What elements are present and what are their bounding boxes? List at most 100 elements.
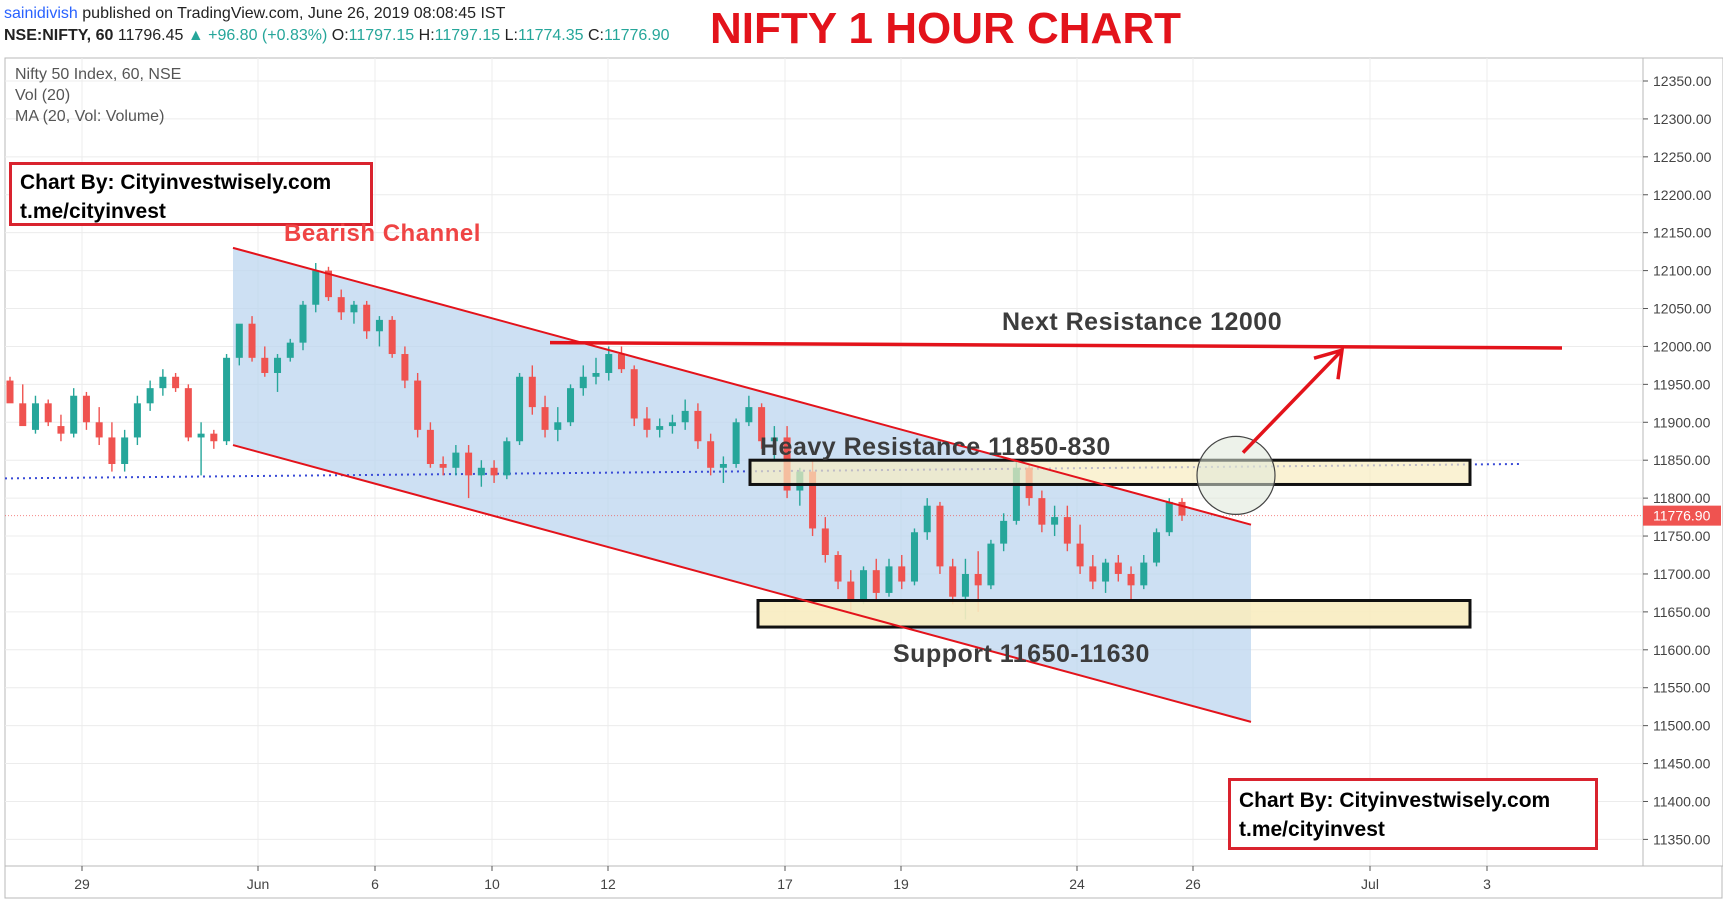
channel-lower-line[interactable] [232, 444, 1252, 723]
y-tick-label: 11550.00 [1653, 680, 1711, 696]
breakout-circle[interactable] [1196, 435, 1276, 515]
price-tag-label: 11776.90 [1653, 508, 1711, 524]
candle-body [121, 437, 129, 464]
credit-box-top: Chart By: Cityinvestwisely.com t.me/city… [9, 162, 373, 226]
credit-box-bottom: Chart By: Cityinvestwisely.com t.me/city… [1228, 778, 1598, 850]
heavy-resistance-label: Heavy Resistance 11850-830 [760, 433, 1111, 461]
candle-body [541, 407, 549, 430]
candle-body [834, 555, 842, 582]
time-axis[interactable]: 29 Jun 6 10 12 17 19 24 26 Jul 3 [4, 865, 1723, 899]
candle-body [401, 354, 409, 381]
legend-series[interactable]: Nifty 50 Index, 60, NSE [15, 66, 182, 83]
x-tick-label: 10 [484, 876, 500, 892]
x-tick-label: Jun [247, 876, 270, 892]
bearish-channel-label: Bearish Channel [284, 220, 481, 247]
legend-ma[interactable]: MA (20, Vol: Volume) [15, 108, 165, 125]
arrow-head [1313, 347, 1345, 380]
candle-body [605, 354, 613, 373]
y-tick-label: 12100.00 [1653, 263, 1712, 279]
candle-body [910, 532, 918, 582]
candle-body [159, 376, 167, 389]
candle-body [324, 270, 332, 298]
candle-body [350, 304, 358, 313]
candle-body [1140, 562, 1148, 586]
candle-body [312, 270, 320, 305]
credit-line-2: t.me/cityinvest [20, 200, 166, 223]
legend-volume[interactable]: Vol (20) [15, 87, 71, 104]
next-resistance-label: Next Resistance 12000 [1002, 308, 1283, 336]
candle-body [872, 570, 880, 593]
candle-body [261, 357, 269, 373]
candle-body [490, 467, 498, 476]
candle-body [82, 395, 90, 423]
candle-body [656, 426, 664, 430]
candle-body [503, 441, 511, 476]
y-tick-label: 11850.00 [1653, 452, 1711, 468]
last-value: 11796.45 [117, 27, 184, 44]
channel-upper-line[interactable] [232, 246, 1252, 526]
last-price-tag: 11776.90 [1643, 505, 1721, 526]
candle-body [1012, 467, 1020, 521]
candle-body [592, 372, 600, 377]
candle-body [44, 403, 52, 423]
close-value: 11776.90 [603, 27, 670, 44]
candle-body [898, 566, 906, 582]
price-axis[interactable]: 11350.00 11400.00 11450.00 11500.00 11550.00… [1642, 57, 1723, 867]
candle-body [1063, 517, 1071, 544]
heavy-resistance-zone[interactable] [748, 458, 1472, 486]
publisher-user[interactable]: sainidivish [4, 5, 78, 22]
candle-body [770, 437, 778, 442]
candle-body [1153, 532, 1161, 563]
ohlc-header: NSE:NIFTY, 60 11796.45 ▲ +96.80 (+0.83%)… [4, 27, 670, 45]
candle-body [248, 323, 256, 358]
candle-body [184, 388, 192, 438]
y-tick-label: 11700.00 [1653, 566, 1711, 582]
candle-body [554, 422, 562, 430]
candle-body [210, 433, 218, 442]
candle-body [516, 376, 524, 442]
candle-body [643, 418, 651, 430]
candle-body [847, 581, 855, 601]
candle-body [732, 422, 740, 464]
candle-body [197, 433, 205, 438]
high-value: 11797.15 [434, 27, 501, 44]
candle-body [337, 297, 345, 313]
x-tick-label: Jul [1361, 876, 1379, 892]
y-tick-label: 11900.00 [1653, 414, 1711, 430]
candle-body [426, 429, 434, 464]
candle-body [375, 319, 383, 332]
candle-body [133, 403, 141, 438]
candle-body [108, 437, 116, 464]
low-label: L: [504, 27, 518, 44]
x-tick-label: 24 [1069, 876, 1085, 892]
candle-body [452, 452, 460, 468]
x-tick-label: 19 [893, 876, 909, 892]
support-zone[interactable] [756, 599, 1472, 629]
candle-body [1051, 517, 1059, 525]
support-label: Support 11650-11630 [893, 640, 1150, 668]
candle-body [1076, 543, 1084, 567]
candle-body [70, 395, 78, 434]
candle-body [235, 323, 243, 358]
next-resistance-line[interactable] [549, 340, 1563, 350]
candle-body [719, 463, 727, 468]
y-tick-label: 12150.00 [1653, 225, 1712, 241]
x-tick-label: 26 [1185, 876, 1201, 892]
candle-body [19, 403, 27, 427]
candle-body [668, 422, 676, 427]
candle-body [528, 376, 536, 408]
candle-body [414, 380, 422, 430]
x-tick-label: 12 [600, 876, 616, 892]
candle-body [681, 410, 689, 423]
y-tick-label: 12050.00 [1653, 301, 1712, 317]
credit-line-2: t.me/cityinvest [1239, 818, 1385, 841]
candle-body [1089, 566, 1097, 582]
y-tick-label: 11800.00 [1653, 490, 1711, 506]
candle-body [885, 566, 893, 593]
breakout-arrow[interactable] [1241, 347, 1345, 454]
candle-body [223, 357, 231, 442]
candle-body [1114, 562, 1122, 574]
candle-body [439, 463, 447, 468]
candle-body [923, 505, 931, 533]
y-tick-label: 12200.00 [1653, 187, 1712, 203]
